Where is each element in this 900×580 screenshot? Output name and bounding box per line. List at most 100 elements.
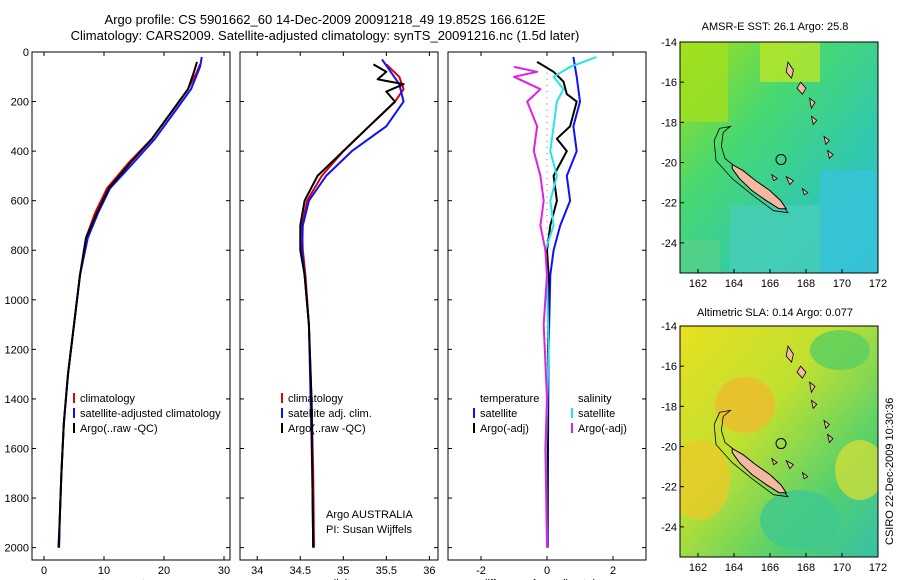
island bbox=[809, 97, 816, 110]
map-y-tick-label: -20 bbox=[661, 442, 677, 454]
map-x-tick-label: 166 bbox=[761, 278, 779, 290]
island bbox=[801, 471, 809, 480]
high-patch bbox=[680, 440, 730, 520]
map-x-tick-label: 172 bbox=[869, 562, 887, 574]
map-y-tick-label: -22 bbox=[661, 482, 677, 494]
sla-map: Altimetric SLA: 0.14 Argo: 0.077 162 164 1… bbox=[661, 307, 887, 574]
zero-line-dot bbox=[546, 184, 548, 186]
island bbox=[771, 173, 778, 182]
zero-line-dot bbox=[546, 233, 548, 235]
map-y-tick-label: -18 bbox=[661, 401, 677, 413]
x-axis-label: salinity bbox=[322, 578, 356, 580]
plot-frame bbox=[239, 51, 439, 561]
legend-label: temperature bbox=[480, 393, 539, 405]
y-tick-label: 1200 bbox=[5, 344, 29, 356]
island bbox=[785, 61, 794, 80]
legend-label: Argo(-adj) bbox=[578, 423, 627, 435]
series-line bbox=[513, 65, 548, 548]
x-tick-label: 0 bbox=[41, 565, 47, 577]
x-axis-label: temperature bbox=[101, 578, 160, 580]
x-tick-label: 2 bbox=[610, 565, 616, 577]
zero-line-dot bbox=[546, 134, 548, 136]
map-x-tick-label: 164 bbox=[725, 278, 743, 290]
zero-line-dot bbox=[546, 72, 548, 74]
zero-line-dot bbox=[546, 91, 548, 93]
zero-line-dot bbox=[546, 215, 548, 217]
reef-outline bbox=[713, 409, 789, 498]
island bbox=[810, 115, 818, 126]
x-tick-label: 35 bbox=[337, 565, 349, 577]
sla-map-coastline bbox=[713, 345, 834, 498]
low-patch bbox=[810, 330, 870, 370]
y-tick-label: 800 bbox=[11, 245, 29, 257]
y-tick-label: 1400 bbox=[5, 394, 29, 406]
legend-label: climatology bbox=[288, 393, 344, 405]
sla-map-title: Altimetric SLA: 0.14 Argo: 0.077 bbox=[697, 307, 853, 319]
zero-line-dot bbox=[546, 171, 548, 173]
x-tick-label: 10 bbox=[98, 565, 110, 577]
x-tick-label: 36 bbox=[423, 565, 435, 577]
series-line bbox=[544, 56, 597, 548]
legend-label: satellite-adjusted climatology bbox=[80, 408, 221, 420]
x-tick-label: 35.5 bbox=[376, 565, 397, 577]
zero-line-dot bbox=[546, 239, 548, 241]
y-tick-label: 1600 bbox=[5, 443, 29, 455]
map-x-tick-label: 164 bbox=[725, 562, 743, 574]
map-x-tick-label: 162 bbox=[689, 562, 707, 574]
zero-line-dot bbox=[546, 177, 548, 179]
island bbox=[801, 187, 809, 196]
island bbox=[731, 447, 788, 494]
zero-line-dot bbox=[546, 208, 548, 210]
island bbox=[731, 163, 788, 210]
zero-line-dot bbox=[546, 115, 548, 117]
annotation-text: Argo AUSTRALIA bbox=[326, 509, 413, 521]
map-y-tick-label: -24 bbox=[661, 238, 677, 250]
zero-line-dot bbox=[546, 153, 548, 155]
reef-outline bbox=[713, 125, 789, 214]
sst-map: AMSR-E SST: 26.1 Argo: 25.8 162 164 166 168… bbox=[661, 21, 887, 290]
difference-panel: -2 0 2difference from climatology temperatu… bbox=[447, 51, 647, 580]
salinity-panel: 34 34.5 35 35.5 36 salinity climatology satelli… bbox=[239, 51, 439, 580]
sst-map-title: AMSR-E SST: 26.1 Argo: 25.8 bbox=[702, 21, 849, 33]
x-tick-label: 0 bbox=[544, 565, 550, 577]
annotation-text: PI: Susan Wijffels bbox=[326, 524, 412, 536]
zero-line-dot bbox=[546, 109, 548, 111]
argo-float-marker bbox=[775, 438, 787, 450]
temperature-panel: 0 10 20 30 temperature 0 200 400 600 800 1000 1200 1… bbox=[5, 47, 231, 580]
island bbox=[823, 419, 830, 430]
sla-map-patches bbox=[680, 330, 878, 550]
x-tick-label: 34.5 bbox=[290, 565, 311, 577]
zero-line-dot bbox=[546, 84, 548, 86]
island bbox=[785, 459, 795, 470]
zero-line-dot bbox=[546, 196, 548, 198]
zero-line-dot bbox=[546, 159, 548, 161]
legend-label: Argo(..raw -QC) bbox=[288, 423, 366, 435]
x-tick-label: -2 bbox=[476, 565, 486, 577]
zero-line-dot bbox=[546, 122, 548, 124]
x-tick-label: 20 bbox=[158, 565, 170, 577]
map-y-tick-label: -16 bbox=[661, 77, 677, 89]
map-y-tick-label: -16 bbox=[661, 361, 677, 373]
island bbox=[810, 399, 818, 410]
map-x-tick-label: 170 bbox=[833, 562, 851, 574]
x-tick-label: 34 bbox=[251, 565, 263, 577]
island bbox=[796, 365, 807, 379]
high-patch bbox=[835, 440, 878, 500]
credit-text: CSIRO 22-Dec-2009 10:30:36 bbox=[884, 398, 896, 545]
zero-line-dot bbox=[546, 97, 548, 99]
zero-line-dot bbox=[546, 128, 548, 130]
legend-label: Argo(-adj) bbox=[480, 423, 529, 435]
sst-map-frame bbox=[679, 41, 879, 274]
legend-label: satellite bbox=[480, 408, 517, 420]
y-tick-label: 2000 bbox=[5, 543, 29, 555]
high-patch bbox=[715, 377, 775, 433]
island bbox=[826, 149, 834, 160]
legend-label: climatology bbox=[80, 393, 136, 405]
map-y-tick-label: -14 bbox=[661, 321, 677, 333]
map-x-tick-label: 172 bbox=[869, 278, 887, 290]
plot-frame bbox=[31, 51, 231, 561]
map-x-tick-label: 168 bbox=[797, 278, 815, 290]
map-x-tick-label: 166 bbox=[761, 562, 779, 574]
island bbox=[826, 433, 834, 444]
